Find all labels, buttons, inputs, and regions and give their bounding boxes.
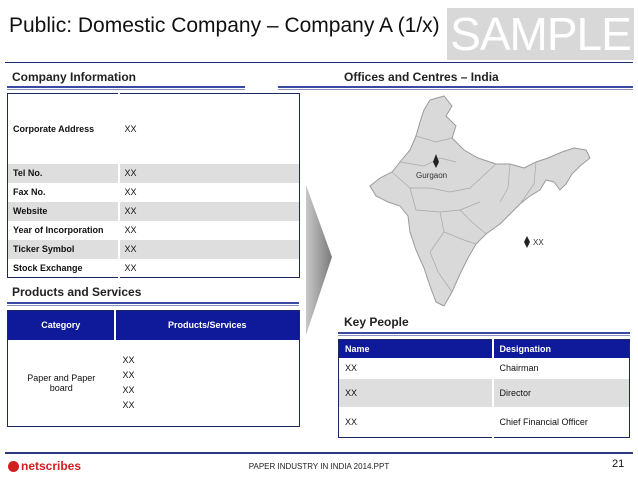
footer-divider xyxy=(5,452,633,454)
person-name: XX xyxy=(338,378,494,407)
product-item: XX xyxy=(122,399,135,410)
table-row: Fax No. XX xyxy=(7,182,300,202)
title-divider xyxy=(5,62,633,63)
table-row: Ticker Symbol XX xyxy=(7,239,300,259)
marker-label: Gurgaon xyxy=(416,171,447,180)
person-designation: Chairman xyxy=(499,363,539,373)
product-item: XX xyxy=(122,369,135,380)
offices-rule xyxy=(278,86,633,90)
row-value: XX xyxy=(124,225,137,235)
row-value: XX xyxy=(118,163,300,183)
marker-gurgaon: Gurgaon xyxy=(416,154,447,180)
row-value: XX xyxy=(124,187,137,197)
footer-text: PAPER INDUSTRY IN INDIA 2014.PPT xyxy=(248,462,390,471)
products-cell: XX XX XX XX xyxy=(115,340,300,427)
page-number: 21 xyxy=(612,458,625,470)
row-value: XX xyxy=(118,239,300,259)
column-header: Name xyxy=(338,339,494,358)
table-row: XX Chief Financial Officer xyxy=(338,406,630,438)
row-label: Corporate Address xyxy=(7,93,120,164)
row-label: Ticker Symbol xyxy=(7,239,120,259)
column-header: Products/Services xyxy=(114,310,300,340)
key-people-heading: Key People xyxy=(344,315,409,329)
person-name: XX xyxy=(338,406,494,438)
marker-label: XX xyxy=(533,238,544,247)
logo-icon xyxy=(8,460,19,472)
table-row: Year of Incorporation XX xyxy=(7,220,300,240)
logo-text: netscribes xyxy=(21,459,82,473)
offices-heading: Offices and Centres – India xyxy=(344,70,499,84)
chevron-arrow-icon xyxy=(306,185,332,335)
sample-watermark: SAMPLE xyxy=(447,8,634,60)
table-row: Corporate Address XX xyxy=(7,93,300,164)
products-heading: Products and Services xyxy=(12,285,142,299)
marker-xx: XX xyxy=(524,236,544,248)
table-row: XX Chairman xyxy=(338,357,630,379)
table-row: Tel No. XX xyxy=(7,163,300,183)
key-people-table: Name Designation XX Chairman XX Director XX… xyxy=(338,339,630,438)
products-rule xyxy=(7,302,299,306)
person-designation: Chief Financial Officer xyxy=(499,416,588,427)
table-row: Stock Exchange XX xyxy=(7,258,300,278)
netscribes-logo: netscribes xyxy=(8,459,81,473)
company-info-table: Corporate Address XX Tel No. XX Fax No. XX … xyxy=(7,93,300,278)
company-info-rule xyxy=(7,86,245,90)
key-people-rule xyxy=(338,332,630,336)
row-label: Tel No. xyxy=(7,163,120,183)
product-item: XX xyxy=(122,384,135,395)
table-row: XX Director xyxy=(338,378,630,407)
india-map: Gurgaon XX xyxy=(369,95,591,307)
row-label: Fax No. xyxy=(7,182,120,202)
table-row: Website XX xyxy=(7,201,300,221)
row-value: XX xyxy=(118,201,300,221)
row-label: Website xyxy=(7,201,120,221)
person-designation: Director xyxy=(492,378,630,407)
column-header: Category xyxy=(7,310,116,340)
column-header: Designation xyxy=(492,339,630,358)
category-cell: Paper and Paper board xyxy=(27,372,96,393)
table-row: Paper and Paper board XX XX XX XX xyxy=(8,340,300,427)
product-item: XX xyxy=(122,354,135,365)
row-label: Stock Exchange xyxy=(7,258,120,278)
row-value: XX xyxy=(118,93,300,164)
row-label: Year of Incorporation xyxy=(7,220,120,240)
row-value: XX xyxy=(124,262,137,273)
products-table: Category Products/Services Paper and Pape… xyxy=(7,310,300,427)
person-name: XX xyxy=(338,357,494,379)
company-info-heading: Company Information xyxy=(12,70,137,84)
page-title: Public: Domestic Company – Company A (1/… xyxy=(9,14,440,37)
